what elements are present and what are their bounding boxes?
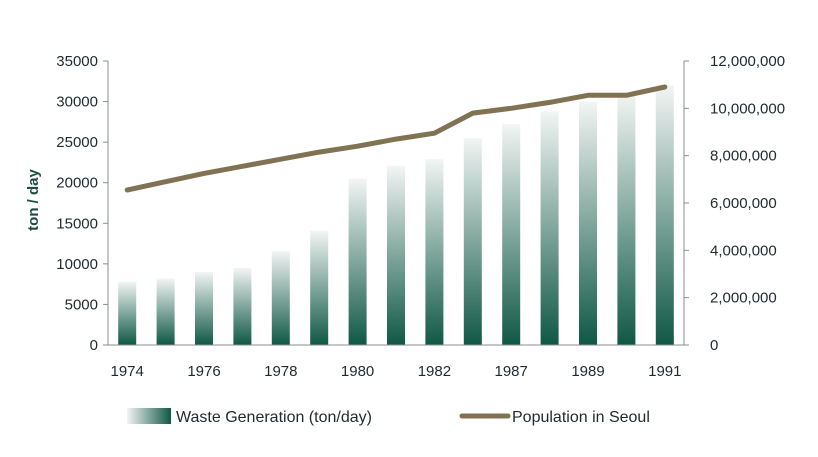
legend: Waste Generation (ton/day) Population in … — [127, 408, 650, 426]
y-tick-label: 5000 — [65, 296, 98, 313]
y-tick-label: 20000 — [56, 175, 98, 192]
y2-tick-label: 0 — [710, 337, 718, 354]
legend-swatch-waste — [127, 408, 171, 424]
x-tick-label: 1989 — [571, 363, 604, 380]
x-tick-label: 1987 — [495, 363, 528, 380]
y-tick-label: 35000 — [56, 53, 98, 70]
y-tick-label: 0 — [90, 337, 98, 354]
bar-1987 — [502, 124, 521, 345]
bar-1975 — [156, 278, 175, 345]
y-tick-label: 15000 — [56, 215, 98, 232]
y2-tick-label: 2,000,000 — [710, 290, 777, 307]
population-line — [124, 84, 668, 193]
y2-tick-label: 8,000,000 — [710, 148, 777, 165]
bars-layer — [118, 85, 674, 346]
bar-1977 — [233, 267, 252, 345]
x-tick-label: 1982 — [418, 363, 451, 380]
bar-1990 — [617, 93, 636, 345]
y2-tick-label: 10,000,000 — [710, 100, 785, 117]
bar-1979 — [310, 230, 329, 345]
bar-1989 — [579, 101, 597, 345]
y2-tick-label: 4,000,000 — [710, 242, 777, 259]
y-tick-label: 30000 — [56, 94, 98, 111]
bar-1978 — [271, 250, 290, 345]
x-tick-label: 1976 — [187, 363, 220, 380]
x-tick-label: 1980 — [341, 363, 374, 380]
axes-layer — [103, 60, 689, 346]
bar-1982 — [425, 159, 444, 345]
bar-1981 — [387, 165, 405, 345]
x-tick-label: 1974 — [111, 363, 144, 380]
y-tick-label: 25000 — [56, 134, 98, 151]
bar-1974 — [118, 281, 137, 345]
text-layer: 0 5000 10000 15000 20000 25000 30000 35000 0 2,00… — [25, 53, 785, 380]
x-tick-label: 1978 — [264, 363, 297, 380]
bar-1991 — [655, 85, 674, 346]
x-tick-label: 1991 — [648, 363, 681, 380]
line-layer — [124, 84, 668, 193]
bar-1980 — [348, 178, 367, 345]
legend-label-population: Population in Seoul — [512, 409, 650, 426]
y-tick-label: 10000 — [56, 256, 98, 273]
y2-tick-label: 6,000,000 — [710, 195, 777, 212]
legend-label-waste: Waste Generation (ton/day) — [176, 409, 372, 426]
bar-1976 — [195, 272, 213, 345]
y2-tick-label: 12,000,000 — [710, 53, 785, 70]
y-axis-title: ton / day — [25, 169, 42, 231]
bar-1988 — [540, 111, 559, 345]
bar-1985 — [463, 138, 482, 345]
